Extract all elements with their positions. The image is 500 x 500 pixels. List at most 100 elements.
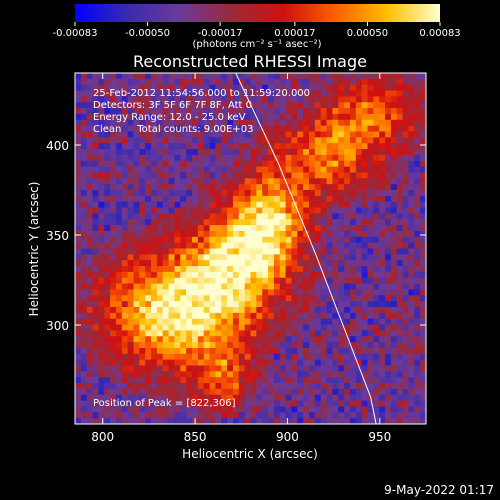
heatmap-cell	[285, 143, 293, 150]
heatmap-cell	[279, 125, 287, 133]
heatmap-cell	[156, 377, 164, 384]
heatmap-cell	[121, 283, 129, 291]
heatmap-cell	[256, 260, 263, 267]
heatmap-cell	[385, 307, 392, 314]
heatmap-cell	[291, 371, 298, 378]
heatmap-cell	[396, 342, 404, 349]
heatmap-cell	[332, 154, 339, 162]
heatmap-cell	[221, 84, 228, 92]
heatmap-cell	[303, 213, 310, 220]
heatmap-cell	[145, 277, 152, 285]
heatmap-cell	[244, 388, 252, 396]
heatmap-cell	[344, 195, 351, 203]
heatmap-cell	[414, 166, 421, 174]
heatmap-cell	[361, 383, 369, 390]
heatmap-cell	[414, 254, 421, 261]
heatmap-cell	[262, 295, 269, 302]
heatmap-cell	[273, 342, 281, 349]
heatmap-cell	[309, 119, 316, 127]
heatmap-cell	[98, 307, 105, 314]
heatmap-cell	[385, 73, 392, 80]
heatmap-cell	[139, 283, 146, 291]
heatmap-cell	[75, 201, 82, 209]
heatmap-cell	[338, 125, 345, 133]
heatmap-cell	[349, 254, 357, 261]
heatmap-cell	[168, 242, 176, 250]
heatmap-cell	[326, 219, 333, 226]
heatmap-cell	[238, 242, 246, 250]
heatmap-cell	[390, 371, 398, 378]
heatmap-cell	[309, 324, 316, 331]
heatmap-cell	[215, 166, 222, 174]
heatmap-cell	[390, 143, 398, 150]
heatmap-cell	[238, 184, 246, 191]
heatmap-cell	[121, 347, 129, 355]
heatmap-cell	[232, 230, 240, 238]
heatmap-cell	[98, 149, 105, 156]
heatmap-cell	[291, 359, 298, 367]
heatmap-cell	[320, 154, 328, 162]
heatmap-cell	[279, 160, 287, 168]
heatmap-cell	[186, 266, 193, 273]
heatmap-cell	[320, 149, 328, 156]
heatmap-cell	[326, 383, 333, 390]
heatmap-cell	[98, 172, 105, 179]
heatmap-cell	[385, 353, 392, 361]
heatmap-cell	[209, 113, 216, 121]
heatmap-cell	[238, 78, 246, 86]
heatmap-cell	[86, 336, 94, 343]
heatmap-cell	[273, 236, 281, 244]
heatmap-cell	[156, 301, 164, 308]
heatmap-cell	[192, 178, 199, 185]
heatmap-cell	[104, 90, 111, 97]
heatmap-cell	[115, 388, 123, 396]
heatmap-cell	[98, 359, 105, 367]
heatmap-cell	[250, 295, 257, 302]
heatmap-cell	[402, 365, 410, 372]
heatmap-cell	[127, 213, 135, 220]
heatmap-cell	[349, 371, 357, 378]
heatmap-cell	[156, 307, 164, 314]
heatmap-cell	[256, 230, 263, 238]
heatmap-cell	[145, 102, 152, 109]
heatmap-cell	[344, 295, 351, 302]
heatmap-cell	[314, 201, 322, 209]
heatmap-cell	[279, 400, 287, 408]
heatmap-cell	[273, 312, 281, 320]
heatmap-cell	[408, 301, 415, 308]
heatmap-cell	[238, 394, 246, 402]
heatmap-cell	[145, 230, 152, 238]
heatmap-cell	[86, 84, 94, 92]
heatmap-cell	[373, 131, 380, 138]
heatmap-cell	[297, 242, 304, 250]
heatmap-cell	[127, 406, 135, 413]
heatmap-cell	[291, 318, 298, 326]
heatmap-cell	[139, 178, 146, 185]
heatmap-cell	[215, 213, 222, 220]
heatmap-cell	[344, 377, 351, 384]
heatmap-cell	[221, 149, 228, 156]
heatmap-cell	[338, 412, 345, 419]
heatmap-cell	[221, 342, 228, 349]
heatmap-cell	[238, 347, 246, 355]
heatmap-cell	[221, 324, 228, 331]
heatmap-cell	[98, 119, 105, 127]
heatmap-cell	[396, 225, 404, 232]
heatmap-cell	[314, 242, 322, 250]
heatmap-cell	[203, 359, 211, 367]
heatmap-cell	[209, 283, 216, 291]
heatmap-cell	[297, 184, 304, 191]
heatmap-cell	[86, 154, 94, 162]
heatmap-cell	[80, 330, 88, 337]
heatmap-cell	[262, 277, 269, 285]
heatmap-cell	[209, 318, 216, 326]
heatmap-cell	[291, 230, 298, 238]
heatmap-cell	[344, 78, 351, 86]
heatmap-cell	[338, 260, 345, 267]
heatmap-cell	[390, 400, 398, 408]
heatmap-cell	[262, 266, 269, 273]
heatmap-cell	[262, 125, 269, 133]
heatmap-cell	[133, 90, 140, 97]
heatmap-cell	[256, 383, 263, 390]
heatmap-cell	[373, 307, 380, 314]
